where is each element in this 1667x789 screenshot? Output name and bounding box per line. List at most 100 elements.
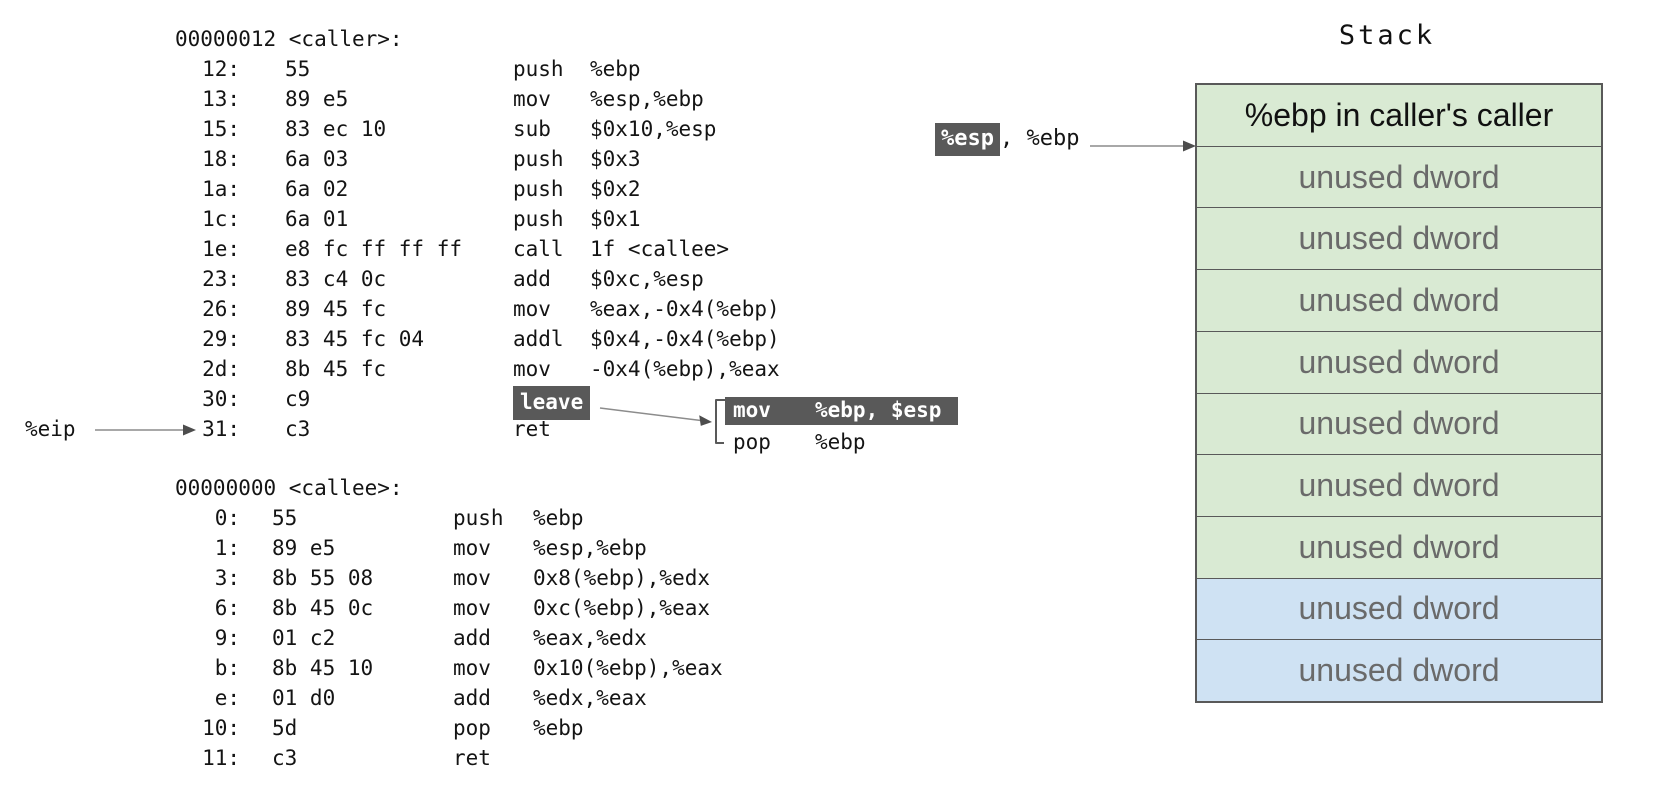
asm-line-31: 31: c3 ret — [0, 417, 1000, 442]
asm-bytes: 8b 45 fc — [285, 357, 387, 381]
asm-line-18: 18: 6a 03 push $0x3 — [0, 147, 1000, 172]
eip-register-label: %eip — [25, 417, 76, 441]
asm-mnemonic: add — [453, 686, 491, 710]
expansion-pop-operands: %ebp — [815, 430, 866, 454]
asm-address: 1: — [214, 536, 240, 560]
asm-address: 13: — [202, 87, 240, 111]
stack-row-unused-dword-8: unused dword — [1197, 577, 1601, 640]
stack-title: Stack — [1338, 20, 1436, 51]
asm-line-30: 30: c9 leave — [0, 386, 1000, 420]
asm-address: 31: — [202, 417, 240, 441]
asm-address: 0: — [214, 506, 240, 530]
asm-line-1e: 1e: e8 fc ff ff ff call 1f <callee> — [0, 237, 1000, 262]
asm-address: 1e: — [202, 237, 240, 261]
caller-function-header: 00000012 <caller>: — [175, 27, 403, 51]
asm-bytes: c9 — [285, 387, 311, 411]
asm-operands: 0x8(%ebp),%edx — [533, 566, 711, 590]
asm-operands: 0x10(%ebp),%eax — [533, 656, 723, 680]
asm-line-9: 9: 01 c2 add %eax,%edx — [0, 626, 1000, 651]
asm-address: 3: — [214, 566, 240, 590]
stack-row-unused-dword-4: unused dword — [1197, 330, 1601, 393]
asm-operands: %edx,%eax — [533, 686, 647, 710]
asm-mnemonic: push — [513, 207, 564, 231]
asm-operands: $0x2 — [590, 177, 641, 201]
asm-line-1: 1: 89 e5 mov %esp,%ebp — [0, 536, 1000, 561]
asm-line-23: 23: 83 c4 0c add $0xc,%esp — [0, 267, 1000, 292]
stack-row-unused-dword-2: unused dword — [1197, 207, 1601, 270]
asm-bytes: 5d — [272, 716, 298, 740]
stack-diagram: %ebp in caller's caller unused dword unuse… — [1195, 83, 1603, 703]
asm-line-1a: 1a: 6a 02 push $0x2 — [0, 177, 1000, 202]
callee-function-header: 00000000 <callee>: — [175, 476, 403, 500]
asm-bytes: 83 ec 10 — [285, 117, 387, 141]
asm-operands: $0xc,%esp — [590, 267, 704, 291]
asm-operands: $0x4,-0x4(%ebp) — [590, 327, 780, 351]
asm-mnemonic: pop — [453, 716, 491, 740]
asm-bytes: c3 — [285, 417, 311, 441]
esp-ebp-register-label: %esp, %ebp — [935, 123, 1080, 156]
asm-operands: -0x4(%ebp),%eax — [590, 357, 780, 381]
asm-operands: $0x3 — [590, 147, 641, 171]
stack-row-unused-dword-5: unused dword — [1197, 392, 1601, 455]
expansion-mov-mnemonic: mov — [733, 398, 771, 422]
asm-bytes: 83 45 fc 04 — [285, 327, 425, 351]
asm-mnemonic: mov — [513, 297, 551, 321]
asm-line-11: 11: c3 ret — [0, 746, 1000, 771]
asm-line-26: 26: 89 45 fc mov %eax,-0x4(%ebp) — [0, 297, 1000, 322]
asm-operands: 0xc(%ebp),%eax — [533, 596, 711, 620]
asm-mnemonic: call — [513, 237, 564, 261]
asm-mnemonic: mov — [453, 596, 491, 620]
asm-mnemonic: mov — [513, 357, 551, 381]
asm-bytes: 55 — [285, 57, 311, 81]
asm-address: 26: — [202, 297, 240, 321]
asm-mnemonic: ret — [453, 746, 491, 770]
ebp-label-suffix: , %ebp — [999, 126, 1080, 151]
asm-line-b: b: 8b 45 10 mov 0x10(%ebp),%eax — [0, 656, 1000, 681]
asm-mnemonic: mov — [513, 87, 551, 111]
stack-row-unused-dword-3: unused dword — [1197, 269, 1601, 331]
asm-line-3: 3: 8b 55 08 mov 0x8(%ebp),%edx — [0, 566, 1000, 591]
asm-bytes: 8b 45 10 — [272, 656, 374, 680]
asm-bytes: 8b 45 0c — [272, 596, 374, 620]
asm-operands: $0x1 — [590, 207, 641, 231]
stack-row-unused-dword-9: unused dword — [1197, 639, 1601, 702]
asm-line-2d: 2d: 8b 45 fc mov -0x4(%ebp),%eax — [0, 357, 1000, 382]
asm-mnemonic: push — [513, 147, 564, 171]
asm-mnemonic: push — [453, 506, 504, 530]
leave-expansion-mov-line: mov %ebp, $esp — [725, 397, 958, 425]
asm-bytes: 01 c2 — [272, 626, 336, 650]
stack-row-saved-ebp: %ebp in caller's caller — [1197, 85, 1601, 146]
asm-mnemonic: mov — [453, 656, 491, 680]
asm-line-15: 15: 83 ec 10 sub $0x10,%esp — [0, 117, 1000, 142]
asm-mnemonic: addl — [513, 327, 564, 351]
esp-arrow — [1090, 140, 1196, 152]
asm-operands: 1f <callee> — [590, 237, 730, 261]
asm-address: 2d: — [202, 357, 240, 381]
asm-address: 15: — [202, 117, 240, 141]
asm-bytes: 6a 01 — [285, 207, 349, 231]
asm-operands: %esp,%ebp — [533, 536, 647, 560]
asm-operands: %eax,-0x4(%ebp) — [590, 297, 780, 321]
asm-bytes: 01 d0 — [272, 686, 336, 710]
asm-operands: %eax,%edx — [533, 626, 647, 650]
asm-bytes: 89 e5 — [285, 87, 349, 111]
asm-line-29: 29: 83 45 fc 04 addl $0x4,-0x4(%ebp) — [0, 327, 1000, 352]
esp-highlight-chip: %esp — [935, 123, 1000, 156]
asm-address: 10: — [202, 716, 240, 740]
asm-bytes: 89 e5 — [272, 536, 336, 560]
stack-row-unused-dword-1: unused dword — [1197, 145, 1601, 208]
asm-bytes: 83 c4 0c — [285, 267, 387, 291]
asm-mnemonic: push — [513, 57, 564, 81]
asm-line-12: 12: 55 push %ebp — [0, 57, 1000, 82]
asm-line-1c: 1c: 6a 01 push $0x1 — [0, 207, 1000, 232]
asm-operands: %ebp — [533, 506, 584, 530]
stack-row-unused-dword-7: unused dword — [1197, 515, 1601, 578]
asm-line-13: 13: 89 e5 mov %esp,%ebp — [0, 87, 1000, 112]
asm-address: 1c: — [202, 207, 240, 231]
asm-operands: %esp,%ebp — [590, 87, 704, 111]
asm-mnemonic: mov — [453, 566, 491, 590]
asm-bytes: c3 — [272, 746, 298, 770]
asm-mnemonic: push — [513, 177, 564, 201]
asm-mnemonic-highlighted: leave — [513, 386, 591, 420]
